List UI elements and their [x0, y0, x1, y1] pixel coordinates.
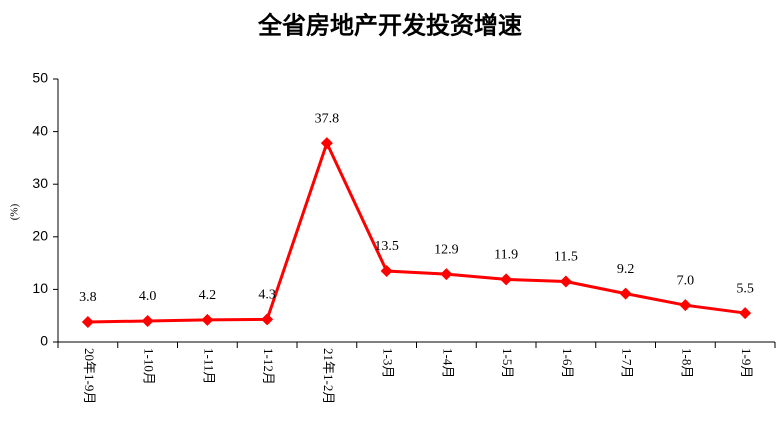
data-label: 5.5 [736, 281, 754, 296]
data-label: 13.5 [374, 239, 399, 254]
x-tick-label: 1-3月 [381, 348, 396, 378]
marker [679, 299, 692, 312]
marker [739, 307, 752, 320]
x-tick-label: 1-4月 [440, 348, 455, 378]
marker [201, 313, 214, 326]
chart-title: 全省房地产开发投资增速 [257, 12, 522, 40]
data-label: 12.9 [434, 242, 459, 257]
data-label: 9.2 [617, 262, 635, 277]
series-line [87, 139, 746, 324]
x-tick-label: 1-10月 [142, 348, 157, 385]
data-label: 4.2 [199, 288, 217, 303]
marker [619, 287, 632, 300]
x-tick-label: 21年1-2月 [321, 348, 336, 404]
data-label: 7.0 [677, 273, 695, 288]
marker [440, 268, 453, 281]
data-label: 37.8 [315, 111, 340, 126]
x-tick-label: 1-6月 [560, 348, 575, 378]
y-tick-label: 40 [32, 122, 48, 138]
y-tick-label: 30 [32, 175, 48, 191]
x-tick-label: 1-5月 [500, 348, 515, 378]
marker [141, 314, 154, 327]
marker [500, 273, 513, 286]
data-label: 11.5 [554, 250, 578, 265]
data-label: 4.3 [258, 288, 276, 303]
x-tick-label: 1-7月 [620, 348, 635, 378]
y-tick-label: 0 [40, 333, 48, 349]
x-tick-label: 1-9月 [739, 348, 754, 378]
x-tick-label: 1-12月 [261, 348, 276, 385]
data-label: 4.0 [139, 289, 157, 304]
x-tick-label: 20年1-9月 [82, 348, 97, 404]
marker [81, 316, 94, 329]
y-axis-label: (%) [9, 203, 21, 220]
marker [261, 313, 274, 326]
marker [320, 137, 333, 150]
y-tick-label: 10 [32, 280, 48, 296]
data-label: 3.8 [79, 290, 97, 305]
x-tick-label: 1-8月 [679, 348, 694, 378]
y-tick-label: 20 [32, 228, 48, 244]
marker [380, 264, 393, 277]
y-tick-label: 50 [32, 70, 48, 86]
data-label: 11.9 [494, 248, 518, 263]
x-tick-label: 1-11月 [201, 348, 216, 384]
marker [559, 275, 572, 288]
